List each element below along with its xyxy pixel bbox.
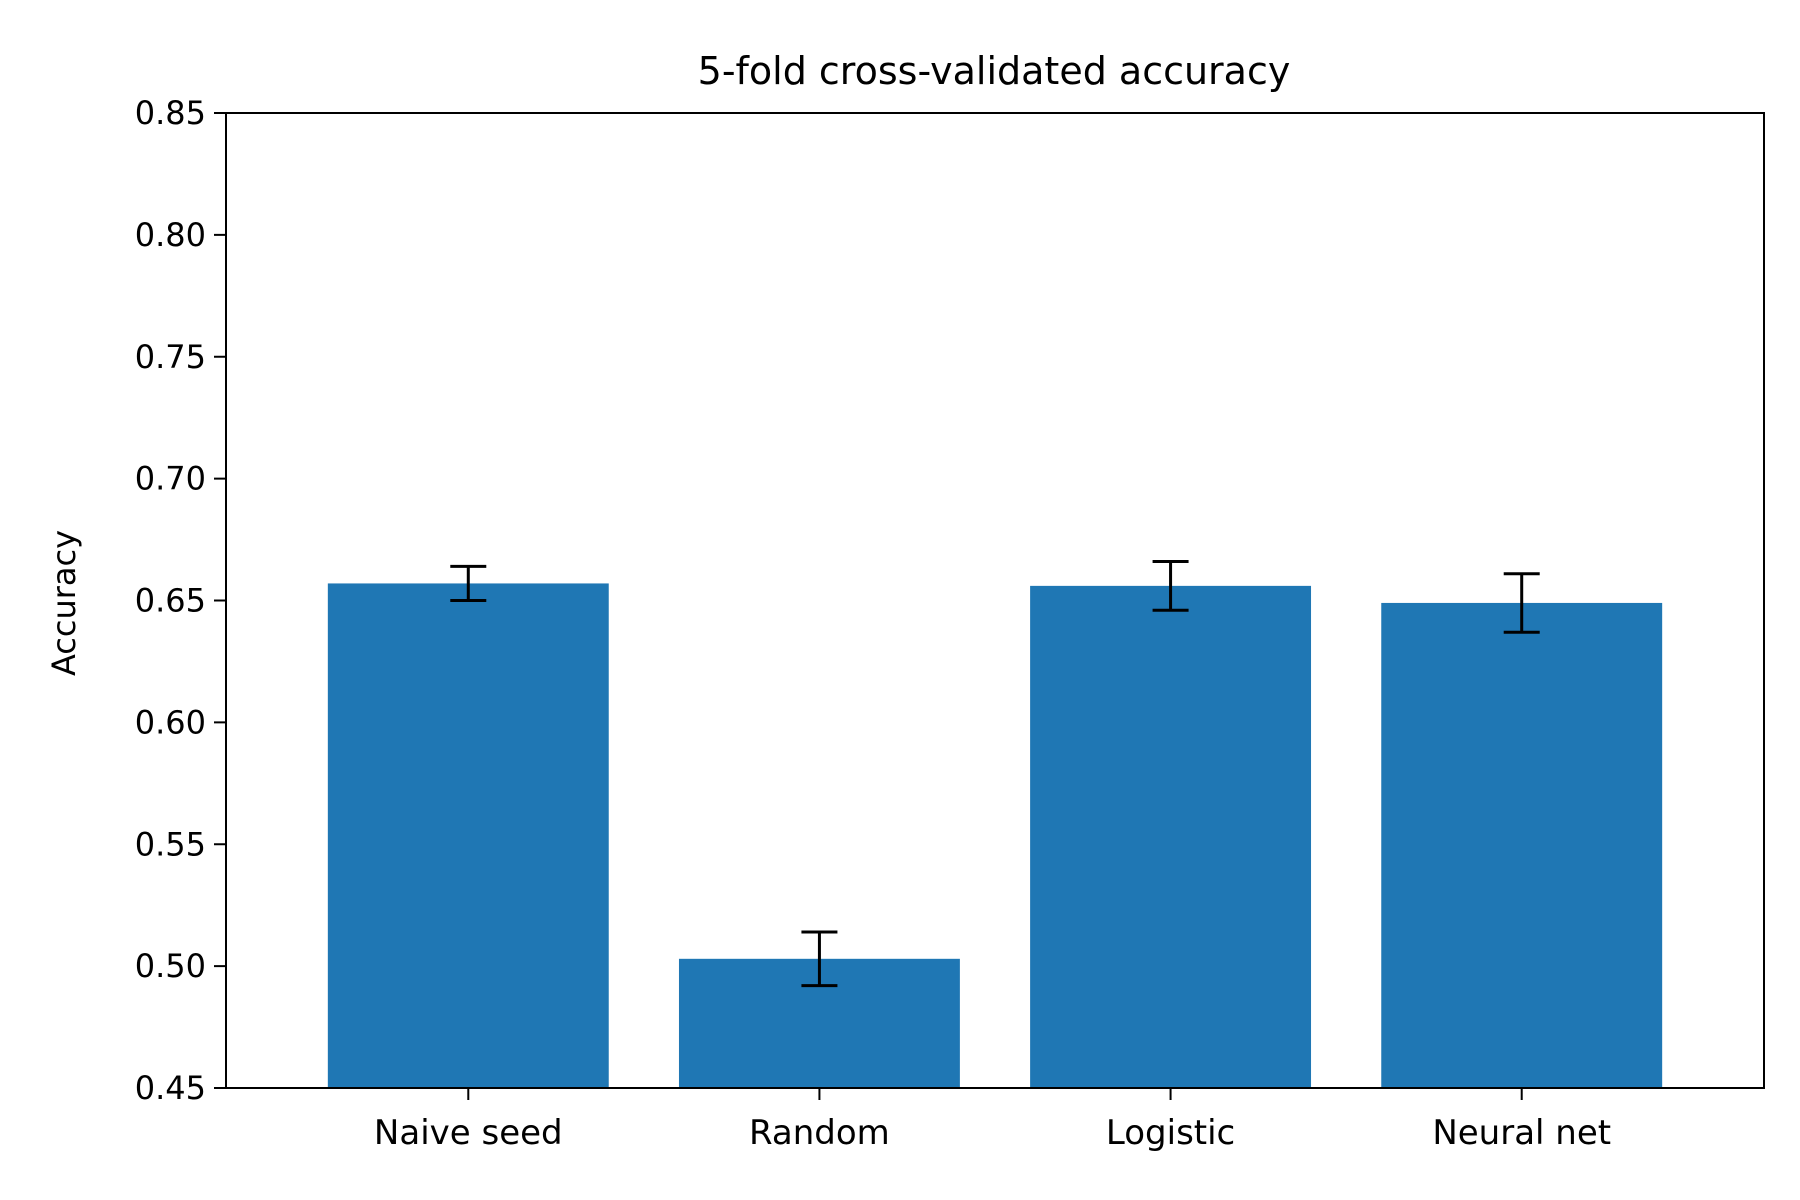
y-tick-label: 0.60 bbox=[135, 703, 206, 741]
error-bar-naive-seed bbox=[450, 564, 487, 602]
error-bars-layer bbox=[450, 560, 1540, 988]
bar-neural-net bbox=[1381, 602, 1663, 1088]
error-bar-neural-net bbox=[1503, 572, 1540, 634]
y-axis: 0.45 0.50 0.55 0.60 0.65 0.70 0.75 0.80 0.85 bbox=[135, 94, 226, 1107]
x-tick-label: Logistic bbox=[1106, 1113, 1235, 1153]
y-tick-label: 0.55 bbox=[135, 825, 206, 863]
x-tick-label: Neural net bbox=[1432, 1113, 1611, 1153]
y-tick-label: 0.65 bbox=[135, 582, 206, 620]
y-axis-label: Accuracy bbox=[45, 530, 83, 676]
y-tick-label: 0.70 bbox=[135, 460, 206, 498]
x-tick-label: Naive seed bbox=[374, 1113, 563, 1153]
y-tick-label: 0.45 bbox=[135, 1069, 206, 1107]
y-tick-label: 0.85 bbox=[135, 94, 206, 132]
x-axis: Naive seed Random Logistic Neural net bbox=[374, 1088, 1611, 1153]
bars-layer bbox=[327, 583, 1663, 1088]
bar-naive-seed bbox=[327, 583, 609, 1088]
y-tick-label: 0.50 bbox=[135, 947, 206, 985]
x-tick-label: Random bbox=[749, 1113, 890, 1153]
y-tick-label: 0.75 bbox=[135, 338, 206, 376]
bar-logistic bbox=[1030, 585, 1312, 1088]
chart-title: 5-fold cross-validated accuracy bbox=[698, 49, 1291, 93]
error-bar-random bbox=[801, 930, 838, 988]
y-tick-label: 0.80 bbox=[135, 216, 206, 254]
error-bar-logistic bbox=[1152, 560, 1189, 612]
